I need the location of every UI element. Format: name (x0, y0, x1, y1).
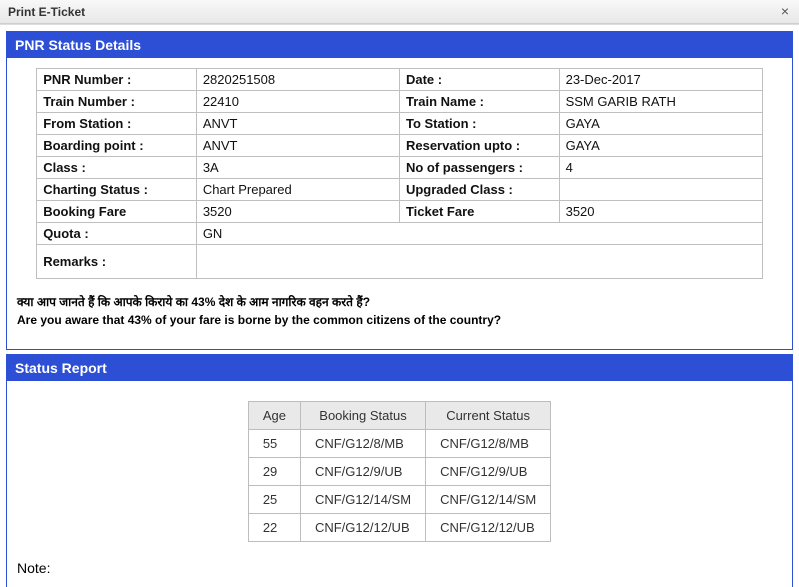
pnr-value: SSM GARIB RATH (559, 91, 762, 113)
status-cell: CNF/G12/8/MB (300, 430, 425, 458)
status-column-header: Current Status (426, 402, 551, 430)
pnr-panel-header: PNR Status Details (7, 32, 792, 58)
pnr-value: 3520 (559, 201, 762, 223)
status-panel-header: Status Report (7, 355, 792, 381)
pnr-label: Train Number : (37, 91, 197, 113)
awareness-hindi: क्या आप जानते हैं कि आपके किराये का 43% … (17, 293, 786, 311)
status-row: 55CNF/G12/8/MBCNF/G12/8/MB (248, 430, 550, 458)
pnr-label: Upgraded Class : (399, 179, 559, 201)
pnr-details-table: PNR Number :2820251508Date :23-Dec-2017T… (36, 68, 763, 279)
pnr-label: Ticket Fare (399, 201, 559, 223)
remarks-label: Remarks : (37, 245, 197, 279)
remarks-value (196, 245, 762, 279)
pnr-label: Class : (37, 157, 197, 179)
pnr-label: Charting Status : (37, 179, 197, 201)
status-cell: CNF/G12/14/SM (426, 486, 551, 514)
status-row: 25CNF/G12/14/SMCNF/G12/14/SM (248, 486, 550, 514)
status-report-panel: Status Report AgeBooking StatusCurrent S… (6, 354, 793, 587)
pnr-status-panel: PNR Status Details PNR Number :282025150… (6, 31, 793, 350)
pnr-row: Booking Fare3520Ticket Fare3520 (37, 201, 763, 223)
status-cell: CNF/G12/9/UB (426, 458, 551, 486)
status-cell: 22 (248, 514, 300, 542)
status-cell: 25 (248, 486, 300, 514)
status-cell: CNF/G12/12/UB (300, 514, 425, 542)
pnr-label: Date : (399, 69, 559, 91)
pnr-row: PNR Number :2820251508Date :23-Dec-2017 (37, 69, 763, 91)
awareness-english: Are you aware that 43% of your fare is b… (17, 311, 786, 329)
scroll-area[interactable]: PNR Status Details PNR Number :282025150… (0, 24, 799, 587)
pnr-row: From Station :ANVTTo Station :GAYA (37, 113, 763, 135)
status-column-header: Booking Status (300, 402, 425, 430)
pnr-label: From Station : (37, 113, 197, 135)
pnr-label: To Station : (399, 113, 559, 135)
pnr-label: Booking Fare (37, 201, 197, 223)
pnr-value: 2820251508 (196, 69, 399, 91)
pnr-row: Boarding point :ANVTReservation upto :GA… (37, 135, 763, 157)
pnr-label: Train Name : (399, 91, 559, 113)
pnr-label: No of passengers : (399, 157, 559, 179)
pnr-remarks-row: Remarks : (37, 245, 763, 279)
pnr-value: GAYA (559, 113, 762, 135)
status-row: 29CNF/G12/9/UBCNF/G12/9/UB (248, 458, 550, 486)
pnr-label: Quota : (37, 223, 197, 245)
close-icon[interactable]: × (777, 4, 793, 20)
window-title: Print E-Ticket (8, 5, 777, 19)
status-cell: 55 (248, 430, 300, 458)
window-titlebar: Print E-Ticket × (0, 0, 799, 24)
pnr-row: Quota :GN (37, 223, 763, 245)
status-cell: CNF/G12/8/MB (426, 430, 551, 458)
status-cell: CNF/G12/9/UB (300, 458, 425, 486)
pnr-value: GN (196, 223, 762, 245)
pnr-label: PNR Number : (37, 69, 197, 91)
pnr-label: Boarding point : (37, 135, 197, 157)
pnr-value: 22410 (196, 91, 399, 113)
status-row: 22CNF/G12/12/UBCNF/G12/12/UB (248, 514, 550, 542)
pnr-value: 3A (196, 157, 399, 179)
pnr-value: ANVT (196, 135, 399, 157)
pnr-row: Class :3ANo of passengers :4 (37, 157, 763, 179)
pnr-value: ANVT (196, 113, 399, 135)
passenger-status-table: AgeBooking StatusCurrent Status 55CNF/G1… (248, 401, 551, 542)
note-heading: Note: (17, 560, 786, 576)
pnr-value: GAYA (559, 135, 762, 157)
pnr-value: Chart Prepared (196, 179, 399, 201)
pnr-value: 4 (559, 157, 762, 179)
status-cell: 29 (248, 458, 300, 486)
pnr-value (559, 179, 762, 201)
pnr-row: Charting Status :Chart PreparedUpgraded … (37, 179, 763, 201)
pnr-value: 23-Dec-2017 (559, 69, 762, 91)
print-eticket-window: Print E-Ticket × PNR Status Details PNR … (0, 0, 799, 587)
awareness-message: क्या आप जानते हैं कि आपके किराये का 43% … (17, 293, 786, 329)
status-cell: CNF/G12/14/SM (300, 486, 425, 514)
status-cell: CNF/G12/12/UB (426, 514, 551, 542)
status-column-header: Age (248, 402, 300, 430)
pnr-value: 3520 (196, 201, 399, 223)
pnr-label: Reservation upto : (399, 135, 559, 157)
pnr-row: Train Number :22410Train Name :SSM GARIB… (37, 91, 763, 113)
